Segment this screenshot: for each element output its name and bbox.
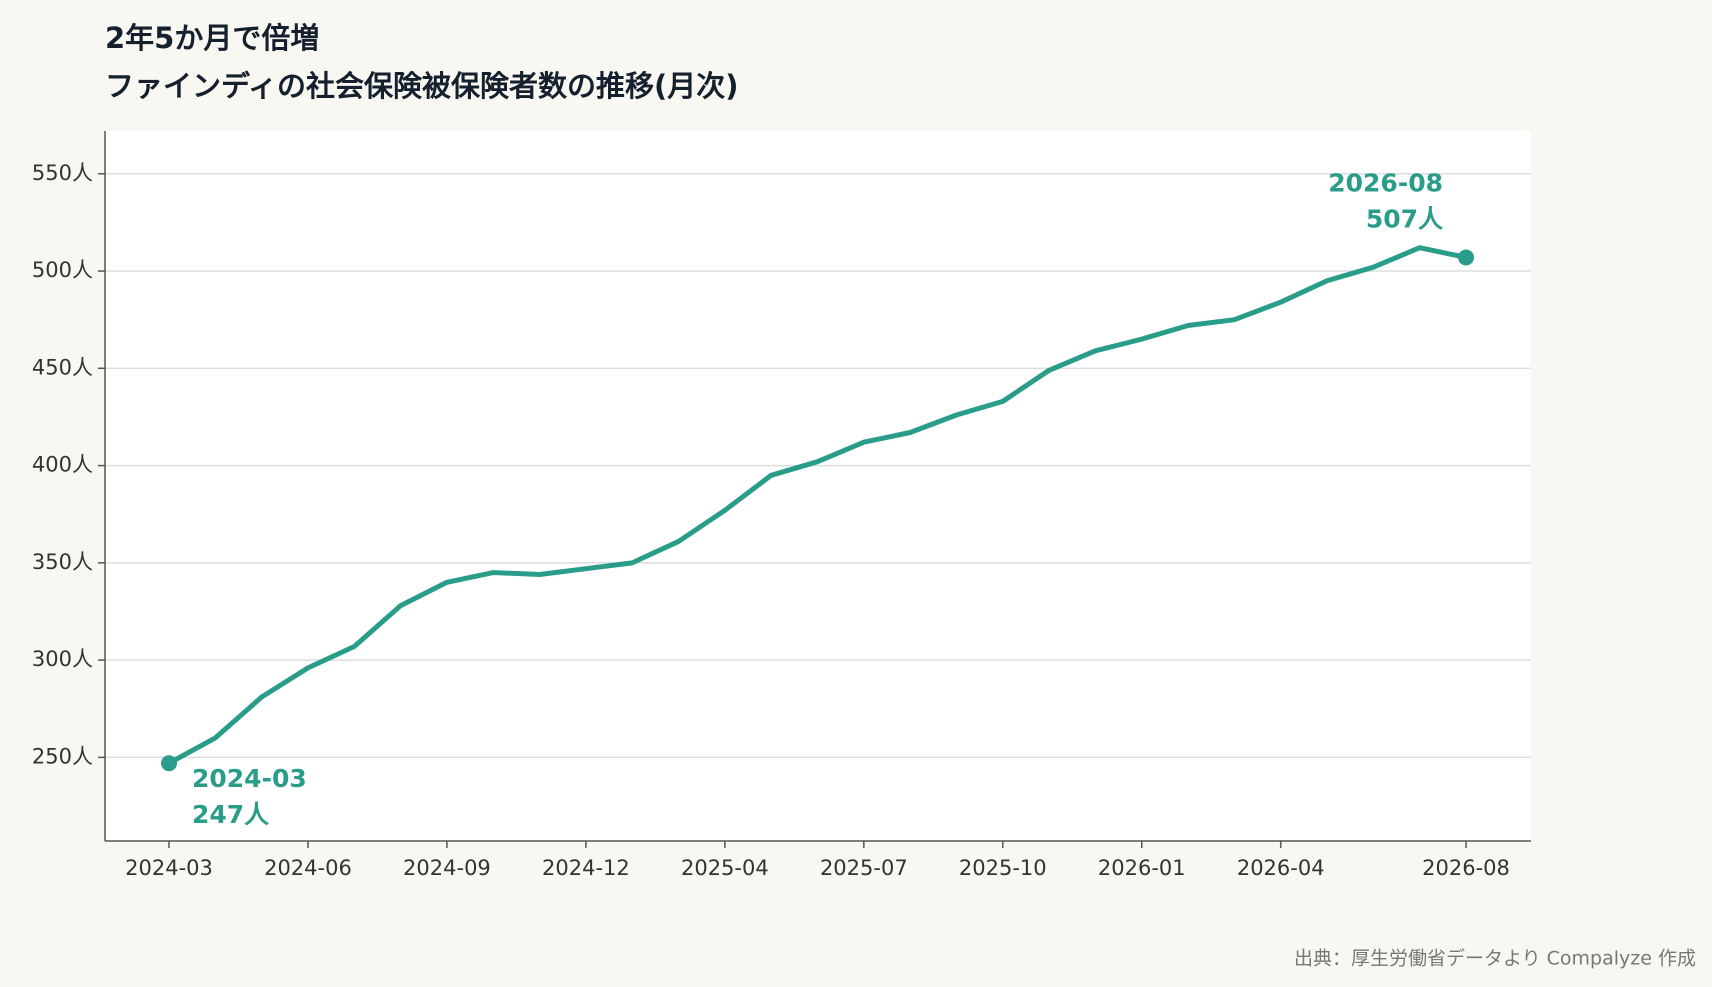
line xyxy=(167,245,1467,766)
source-note: 出典：厚生労働省データより Compalyze 作成 xyxy=(1294,948,1696,970)
y-tick-label: 500人 xyxy=(32,258,93,282)
x-tick-label: 2026-01 xyxy=(1098,856,1186,880)
x-tick-label: 2024-03 xyxy=(125,856,213,880)
plot-area xyxy=(105,131,1531,841)
y-tick-label: 350人 xyxy=(32,550,93,574)
annotation: 2024-03 xyxy=(192,764,307,793)
x-tick-label: 2024-09 xyxy=(403,856,491,880)
end-point xyxy=(1458,249,1474,266)
x-tick-label: 2024-12 xyxy=(542,856,630,880)
y-tick-label: 300人 xyxy=(32,647,93,671)
chart-subtitle: ファインディの社会保険被保険者数の推移(月次) xyxy=(105,69,738,103)
annotation: 247人 xyxy=(192,800,269,829)
x-tick-label: 2025-10 xyxy=(959,856,1047,880)
end-point xyxy=(161,755,177,772)
x-tick-label: 2025-07 xyxy=(820,856,908,880)
x-tick-label: 2024-06 xyxy=(264,856,352,880)
y-tick-label: 250人 xyxy=(32,744,93,768)
x-tick-label: 2026-08 xyxy=(1422,856,1510,880)
x-tick-label: 2026-04 xyxy=(1237,856,1325,880)
annotation: 2026-08 xyxy=(1328,168,1443,197)
annotation: 507人 xyxy=(1366,204,1443,233)
y-tick-label: 550人 xyxy=(32,161,93,185)
x-tick-label: 2025-04 xyxy=(681,856,769,880)
chart-title: 2年5か月で倍増 xyxy=(105,21,319,55)
y-tick-label: 400人 xyxy=(32,453,93,477)
y-tick-label: 450人 xyxy=(32,355,93,379)
